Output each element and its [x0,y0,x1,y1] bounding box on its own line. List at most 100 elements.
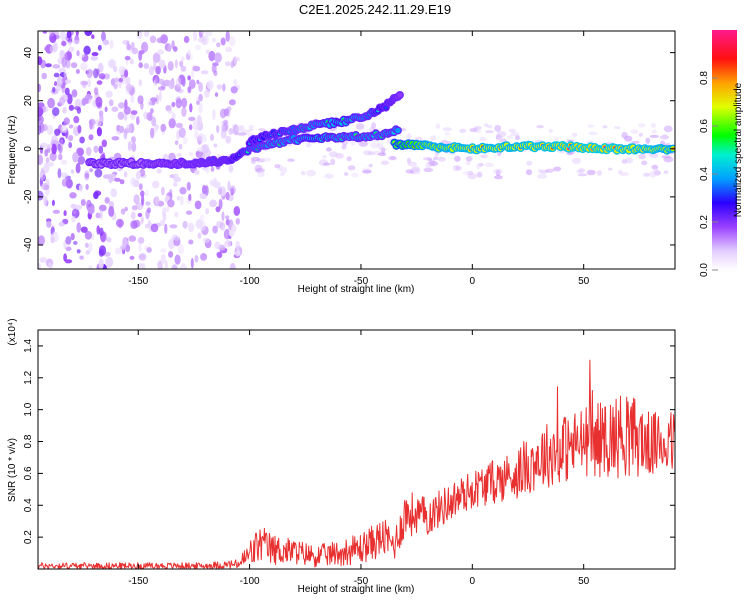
spectrogram-speckle [330,158,336,166]
spectrogram-speckle [210,133,214,141]
spectrogram-speckle [157,259,163,269]
spectrogram-speckle [406,133,412,140]
spectrogram-speckle [181,77,186,87]
spectrogram-speckle [44,46,50,52]
spectrogram-speckle [130,220,138,230]
spectrogram-speckle [174,211,179,218]
spectrogram-speckle [217,187,223,195]
spectrogram-speckle [322,155,327,159]
spectrogram-speckle [81,99,87,106]
spectrogram-speckle [228,229,235,237]
spectrogram-speckle [155,65,161,75]
spectrogram-speckle [164,223,168,234]
colorbar-ticks: 0.0 0.2 0.4 0.6 0.8 [699,71,718,277]
spectrogram-speckle [623,158,631,162]
spectrogram-speckle [196,79,200,85]
spectrogram-speckle [548,128,553,133]
spectrogram-speckle [235,251,241,257]
spectrogram-speckle [423,167,434,173]
spectrogram-speckle [89,119,93,130]
spectrogram-speckle [89,69,94,75]
spectrogram-speckle [202,237,210,243]
spectrogram-speckle [407,161,417,167]
spectrogram-speckle [39,170,46,181]
spectrogram-speckle [131,136,136,144]
spectrogram-speckle [355,123,365,130]
spectrogram-speckle [60,31,66,41]
spectrogram-speckle [494,124,502,132]
spectrogram-speckle [212,181,221,189]
spectrogram-speckle [159,219,166,226]
spectrogram-speckle [89,168,94,173]
spectrogram-speckle [188,193,192,201]
x-tick-label: 50 [578,576,590,587]
spectrogram-speckle [111,106,119,112]
y-tick-label: 1.4 [23,339,34,353]
spectrogram-speckle [645,137,651,144]
spectrogram-speckle [52,86,56,93]
spectrogram-speckle [70,169,75,174]
spectrogram-speckle [459,128,467,133]
spectrogram-speckle [102,39,110,46]
spectrogram-speckle [124,56,131,61]
spectrogram-speckle [129,58,134,65]
spectrogram-speckle [630,129,639,134]
spectrogram-speckle [192,31,198,42]
spectrogram-speckle [300,170,306,176]
x-tick-label: -150 [128,576,148,587]
spectrogram-speckle [54,140,61,145]
snr-y-label: SNR (10 * v/v) [7,438,18,502]
spectrogram-speckle [51,143,57,155]
spectrogram-speckle [106,237,112,243]
spectrogram-speckle [113,83,118,90]
spectrogram-speckle [638,132,643,137]
spectrogram-speckle [187,86,192,94]
spectrogram-speckle [68,124,74,129]
spectrogram-speckle [199,192,208,200]
spectrogram-speckle [526,160,533,166]
spectrogram-speckle [59,96,65,106]
spectrogram-speckle [144,190,150,197]
spectrogram-speckle [194,254,199,263]
spectrogram-speckle [370,142,379,149]
spectrogram-speckle [98,145,104,154]
spectrogram-speckle [58,67,66,73]
colorbar-tick-label: 0.6 [699,119,710,133]
spectrogram-speckle [141,41,149,53]
spectrogram-speckle [173,234,180,241]
spectrogram-speckle [76,222,81,233]
spectrogram-speckle [153,58,157,70]
spectrogram-speckle [123,69,129,78]
spectrogram-speckle [64,51,73,61]
spectrogram-speckle [553,166,562,172]
spectrogram-speckle [236,57,240,62]
spectrogram-frame [37,30,676,270]
spectrogram-speckle [40,142,49,149]
spectrogram-speckle [80,62,88,71]
spectrogram-speckle [135,170,141,180]
spectrogram-speckle [85,250,91,255]
spectrogram-speckle [258,128,266,132]
spectrogram-speckle [230,60,235,69]
spectrogram-speckle [109,39,114,50]
spectrogram-speckle [168,79,175,90]
spectrogram-speckle [38,83,41,93]
spectrogram-speckle [128,235,137,242]
spectrogram-speckle [131,142,137,153]
spectrogram-speckle [124,99,128,109]
spectrogram-speckle [71,89,78,98]
spectrogram-speckle [187,222,195,233]
spectrogram-speckle [38,124,42,135]
spectrogram-speckle [287,158,295,162]
spectrogram-speckle [239,125,245,131]
spectrogram-speckle [77,53,85,59]
spectrogram-speckle [114,177,121,182]
spectrogram-speckle [85,183,89,190]
spectrogram-speckle [214,52,222,63]
spectrogram-speckle [42,31,48,34]
spectrogram-speckle [113,65,118,73]
x-tick-label: 0 [470,576,476,587]
spectrogram-x-label: Height of straight line (km) [298,284,415,295]
spectrogram-speckle [84,31,93,37]
spectrogram-speckle [51,199,55,206]
